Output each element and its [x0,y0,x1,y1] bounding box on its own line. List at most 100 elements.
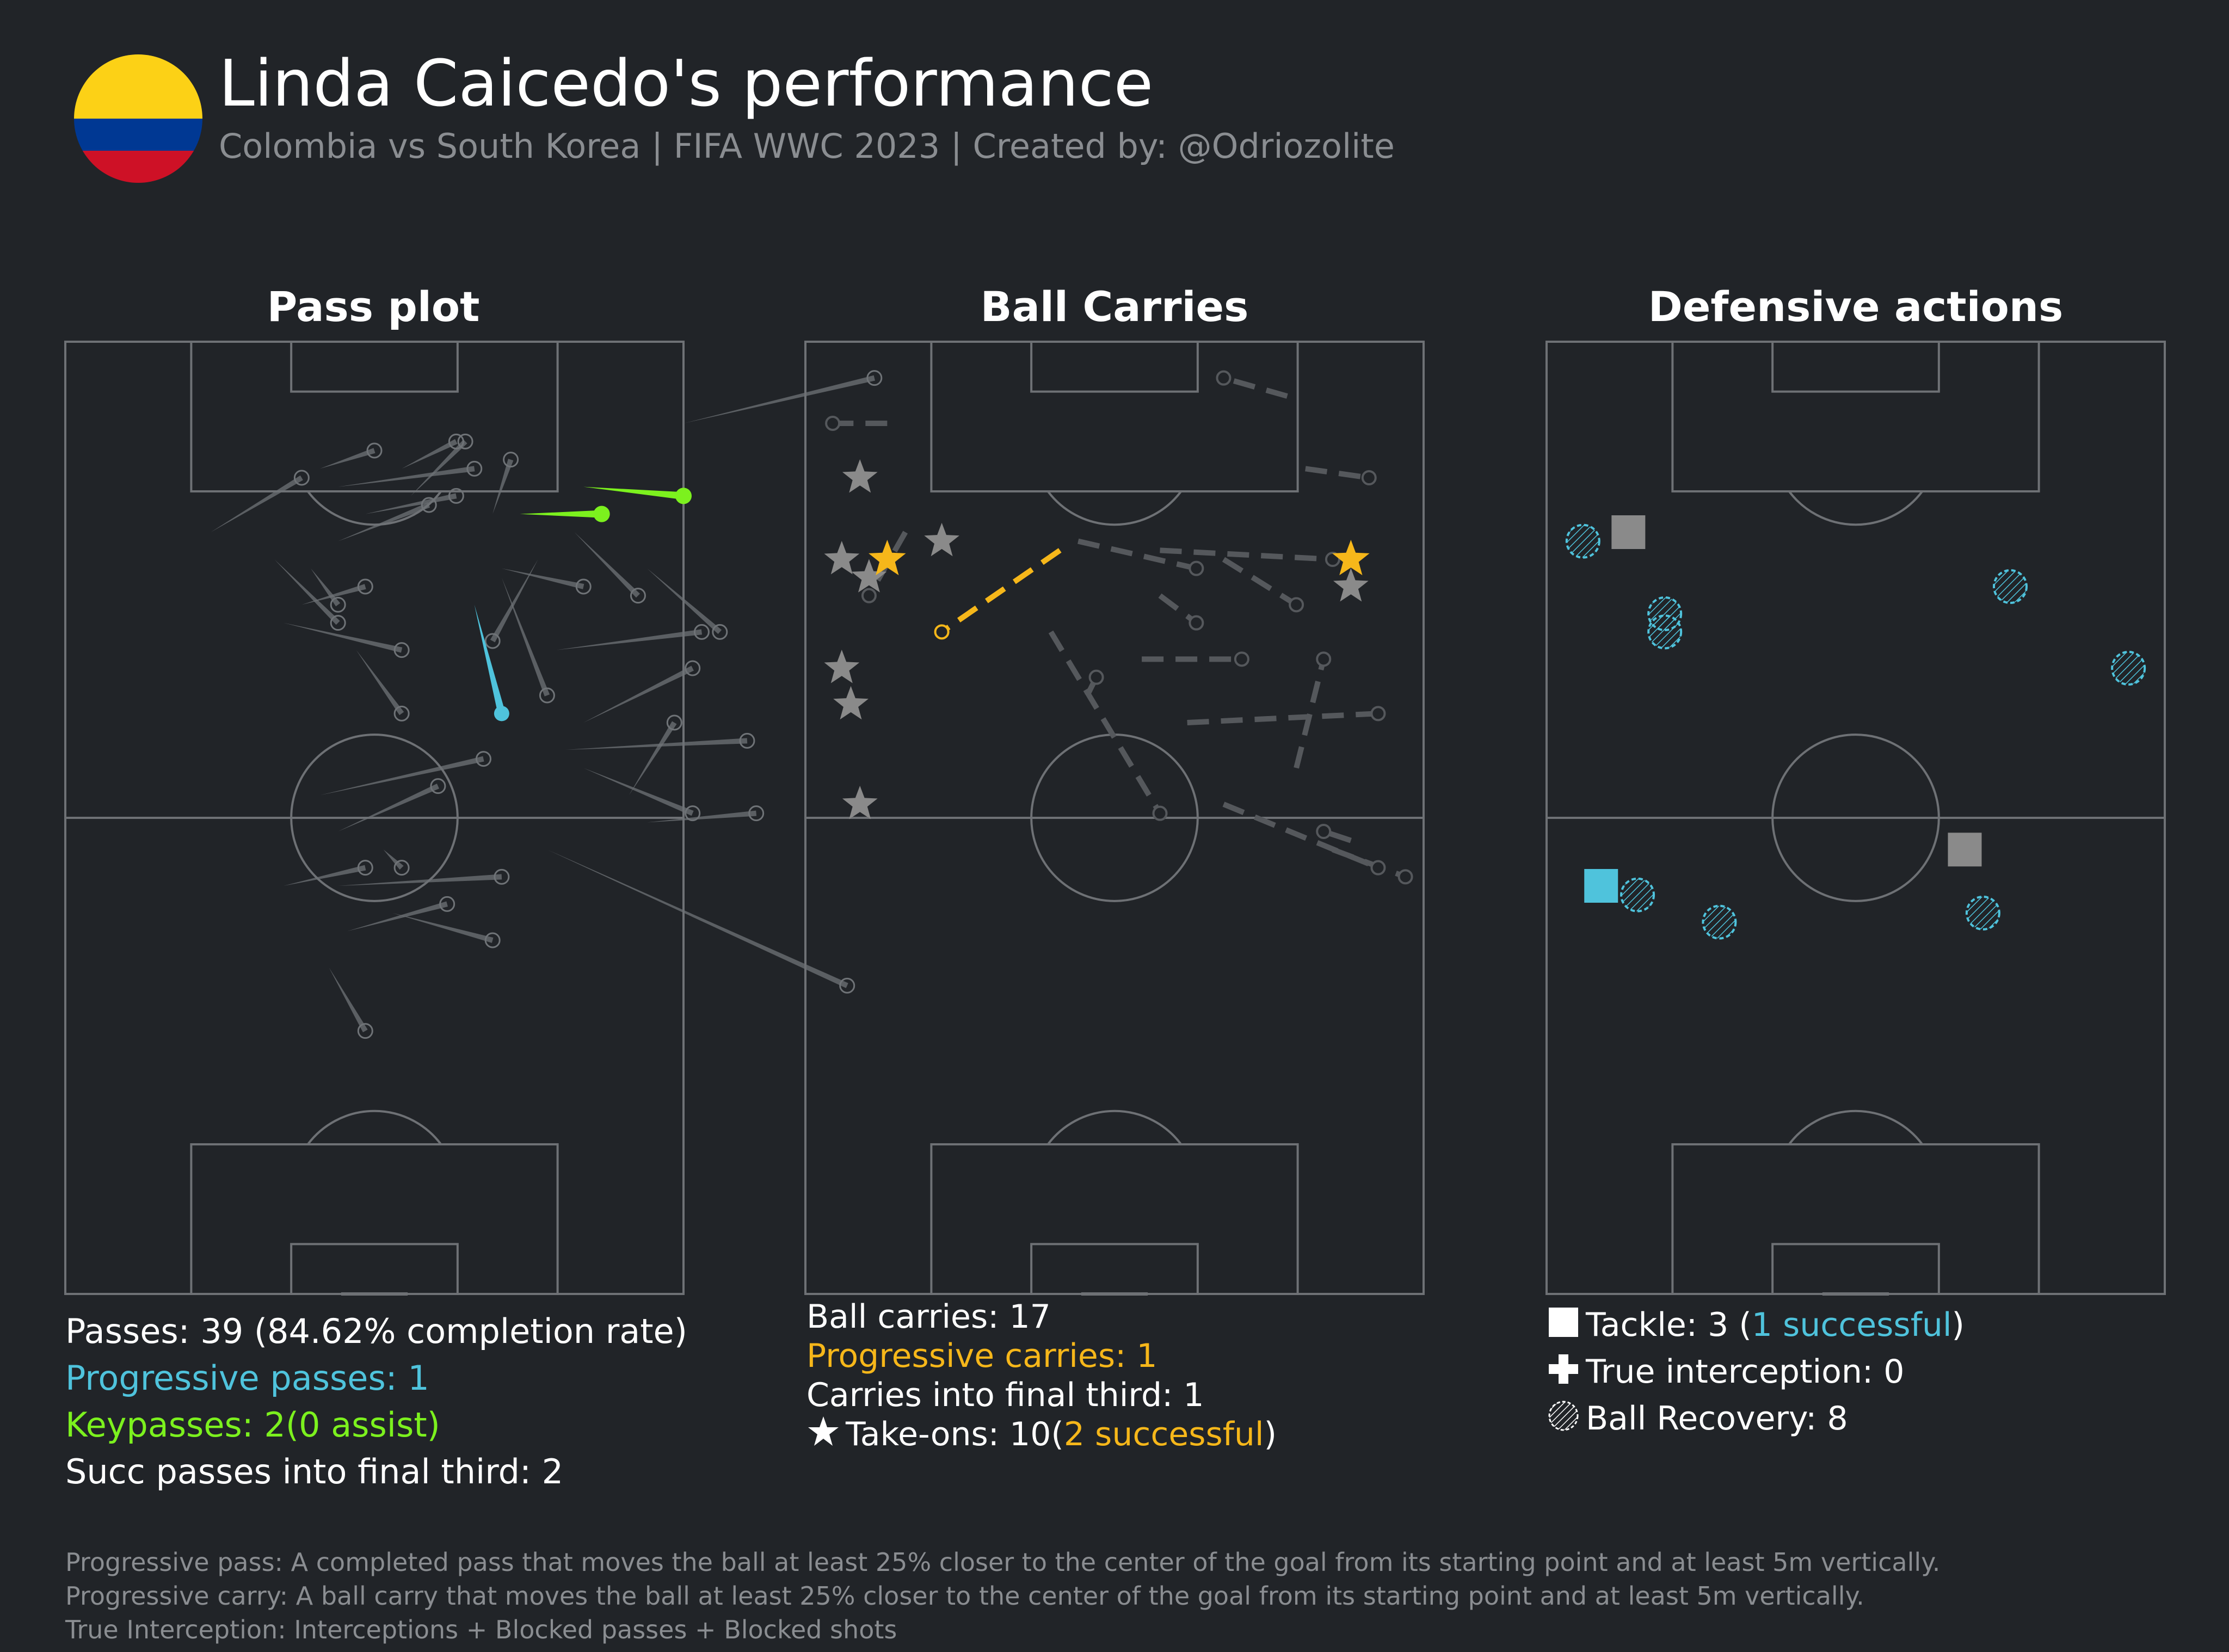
pass-arrow-end [866,370,883,386]
pass-arrow-end [357,1023,373,1039]
top-penalty-box [930,341,1299,492]
pass-arrow-end [466,460,483,477]
ball-recovery-mark [1647,614,1683,650]
pass-arrow [338,502,430,541]
takeon-failed-star [833,686,869,720]
footnote-true-interception: True Interception: Interceptions + Block… [65,1615,897,1644]
interception-count: True interception: 0 [1586,1353,1905,1391]
pass-arrow [301,584,366,605]
carry-line [1077,538,1197,571]
carry-line [1048,630,1162,815]
carry-line-end [1316,824,1332,839]
pass-arrow-end [393,642,410,658]
pass-arrow [490,559,538,643]
keypass-arrow-end [593,506,610,522]
pass-arrow [338,466,475,487]
pass-arrow-end [448,488,464,504]
carry-line [1222,802,1380,871]
bottom-penalty-box [190,1143,559,1295]
square-icon [1549,1308,1578,1337]
pass-arrow-end [366,442,383,459]
ball-recovery-mark [1965,896,2000,930]
pass-arrow-end [693,624,710,640]
defensive-actions-pitch [1545,341,2166,1296]
carry-line-end [1216,370,1232,386]
pass-arrow-end [330,615,346,631]
keypass-arrow [583,486,684,500]
pass-arrow [547,849,848,988]
page-title: Linda Caicedo's performance [219,46,1154,121]
pass-arrow-end [748,805,765,822]
pass-arrow-end [330,596,346,613]
takeon-failed-star [1333,568,1369,602]
pass-arrow-end [448,433,464,449]
tackle-failed-mark [1611,515,1646,549]
recovery-count: Ball Recovery: 8 [1586,1400,1848,1438]
pass-arrow-end [630,588,646,604]
pass-arrow [319,756,484,796]
pass-arrow-end [393,705,410,722]
pass-arrow-end [430,778,446,794]
carry-line-end [1370,706,1386,722]
bottom-penalty-arc [1047,1109,1182,1145]
center-circle [290,733,459,902]
defensive-actions-title: Defensive actions [1648,282,2063,331]
progressive-carries-count: Progressive carries: 1 [806,1337,1157,1375]
progressive-passes-count: Progressive passes: 1 [65,1358,429,1398]
takeon-failed-star [842,459,878,493]
carry-line-end [1189,615,1204,631]
pass-arrow [211,475,303,532]
pass-arrow [583,665,694,723]
pass-arrow [365,493,457,514]
bottom-penalty-arc [1788,1109,1923,1145]
plus-icon [1549,1354,1578,1384]
carry-line-end [1370,860,1386,876]
colombia-flag-icon [74,54,202,183]
takeon-failed-star [824,541,860,575]
bottom-penalty-arc [307,1109,442,1145]
tackle-suffix: ) [1951,1306,1965,1344]
top-penalty-box [190,341,559,492]
top-six-yard-box [290,341,459,393]
carries-total: Ball carries: 17 [806,1298,1051,1336]
progressive-carry-line-end [934,624,950,640]
pass-arrow [274,559,340,625]
takeons-success: 2 successful [1063,1415,1264,1453]
pass-arrow-end [575,578,592,595]
carry-line [1294,658,1327,769]
final-third-carries-count: Carries into final third: 1 [806,1376,1204,1414]
pass-arrow [319,448,375,469]
carry-line-end [1088,669,1104,685]
carry-stats: Ball carries: 17 Progressive carries: 1 … [806,1297,1277,1454]
pass-arrow [565,738,748,750]
ball-recovery-mark [1702,904,1737,940]
takeons-row: Take-ons: 10(2 successful) [806,1415,1277,1454]
interception-row: True interception: 0 [1547,1348,1965,1395]
star-icon [808,1416,839,1446]
pass-stats: Passes: 39 (84.62% completion rate) Prog… [65,1308,687,1495]
carry-line-end [1289,597,1304,613]
pass-arrow [583,768,694,816]
pass-arrow [574,532,641,598]
keypasses-count: Keypasses: 2(0 assist) [65,1405,440,1445]
pass-arrow [629,721,677,796]
pass-arrow-end [739,732,755,749]
carry-line [1222,557,1298,607]
pass-plot-title: Pass plot [267,282,480,331]
progressive-pass-arrow [474,605,506,715]
pass-arrow-end [421,497,437,513]
takeon-success-star [869,540,906,576]
pass-arrow-end [494,868,510,885]
pass-arrow-end [503,452,519,468]
footnote-progressive-pass: Progressive pass: A completed pass that … [65,1548,1941,1577]
pass-arrow [283,865,366,886]
pass-arrow [501,568,584,589]
takeon-failed-star [851,559,887,593]
bottom-penalty-box [1671,1143,2040,1295]
pass-plot-pitch [64,341,883,1296]
top-penalty-box [1671,341,2040,492]
bottom-six-yard-box [1771,1243,1940,1295]
top-penalty-arc [1047,490,1182,526]
bottom-six-yard-box [290,1243,459,1295]
pass-arrow-end [293,470,310,486]
